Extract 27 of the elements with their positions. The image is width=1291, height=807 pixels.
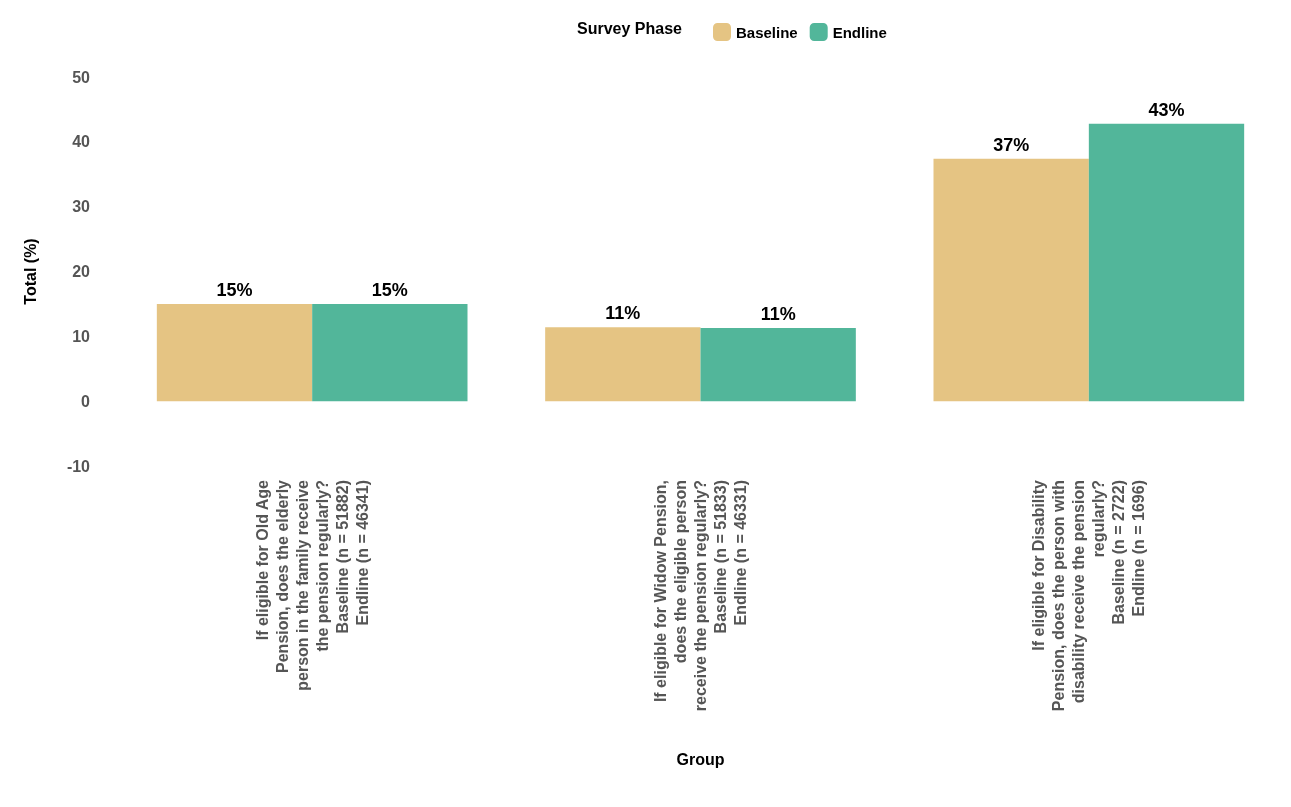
data-label: 15% bbox=[371, 279, 408, 300]
y-tick-label: 40 bbox=[72, 133, 91, 151]
bar bbox=[933, 158, 1089, 402]
legend-title: Survey Phase bbox=[577, 19, 683, 37]
data-label: 11% bbox=[605, 303, 641, 324]
bar bbox=[312, 303, 468, 402]
y-tick-label: 50 bbox=[72, 68, 91, 86]
legend-label: Endline bbox=[832, 23, 887, 41]
y-tick-label: -10 bbox=[66, 457, 91, 475]
x-tick-label: If eligible for Widow Pension, does the eligible person receive the pension regularly? Baseline (n = 51833) Endline (n = 46331) bbox=[652, 480, 749, 712]
legend-label: Baseline bbox=[736, 23, 798, 41]
x-axis-title: Group bbox=[676, 750, 725, 768]
y-tick-label: 10 bbox=[72, 327, 91, 345]
x-tick-label: If eligible for Disability Pension, does the person with disability receive the pension regularly? Baseline (n = 2722) Endline (n = 1696) bbox=[1030, 479, 1148, 712]
data-label: 15% bbox=[216, 279, 253, 300]
bar bbox=[1088, 123, 1245, 402]
bar bbox=[700, 327, 856, 402]
bar bbox=[156, 303, 313, 402]
data-label: 11% bbox=[760, 303, 796, 324]
y-tick-label: 0 bbox=[81, 392, 91, 410]
data-label: 43% bbox=[1148, 99, 1185, 120]
y-axis-title: Total (%) bbox=[21, 238, 39, 305]
data-label: 37% bbox=[993, 134, 1030, 155]
bar bbox=[545, 327, 701, 402]
y-tick-label: 20 bbox=[72, 263, 91, 280]
x-tick-label: If eligible for Old Age Pension, does the elderly person in the family receive the pension regularly? Baseline (n = 51882) Endline (n = 46341) bbox=[253, 479, 371, 691]
y-tick-label: 30 bbox=[72, 198, 91, 216]
